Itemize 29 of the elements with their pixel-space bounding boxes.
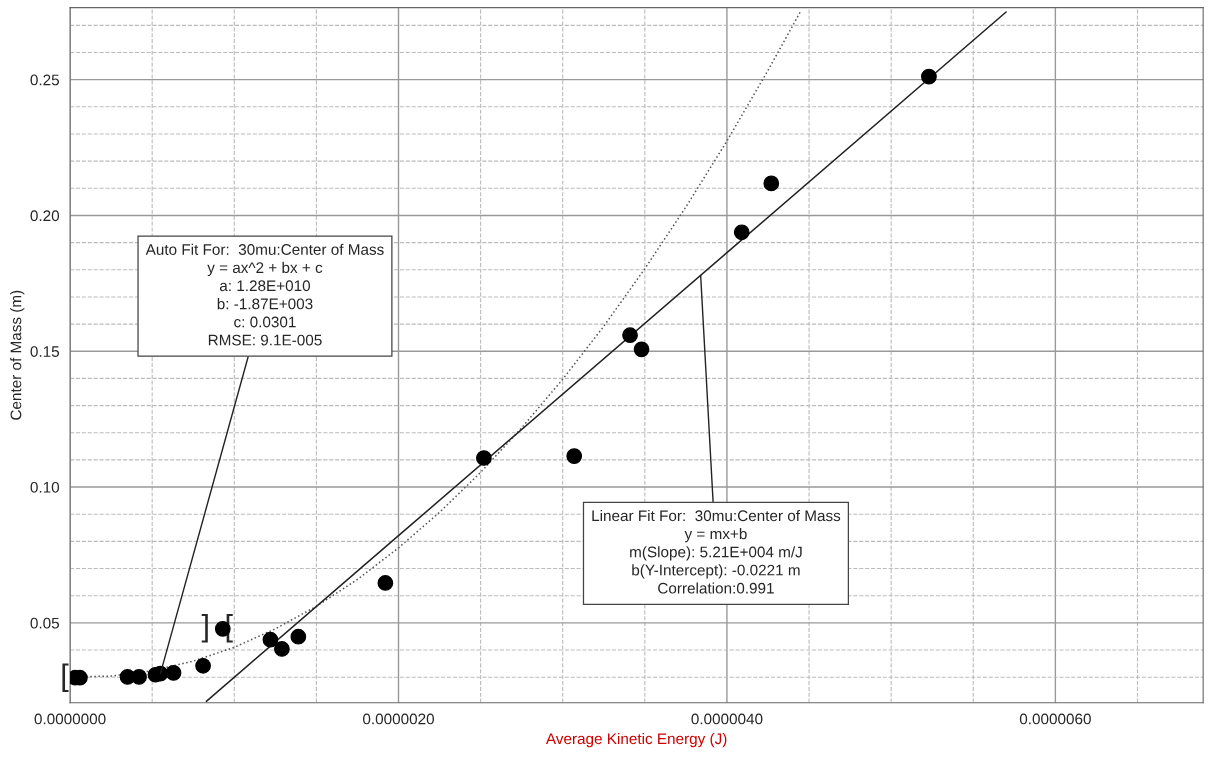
annotation: Linear Fit For: 30mu:Center of Mass y = mx+b m(Slope): 5.21E+004 m/J b(Y-Intercept): -0.0221 m Correlation:0.991: [592, 509, 841, 594]
y-tick-label: 0.10: [30, 481, 60, 493]
y-axis-title: Center of Mass (m): [10, 290, 25, 420]
point: [921, 68, 937, 85]
annotation: ]: [201, 614, 208, 643]
x-tick-label: 0.0000020: [362, 713, 435, 725]
point: [476, 450, 492, 466]
point: [622, 327, 638, 344]
y-tick-label: 0.15: [30, 346, 60, 357]
point: [377, 575, 394, 591]
x-tick-label: 0.0000040: [691, 713, 763, 725]
x-axis-title: Average Kinetic Energy (J): [545, 732, 727, 748]
point: [165, 664, 182, 681]
point: [733, 224, 750, 241]
point: [131, 669, 147, 685]
x-tick-label: 0.0000000: [34, 713, 106, 725]
point: [763, 175, 780, 192]
y-tick-label: 0.05: [30, 617, 60, 629]
point: [633, 341, 650, 358]
y-tick-label: 0.25: [30, 74, 60, 86]
point: [195, 657, 211, 674]
point: [566, 448, 583, 464]
y-tick-label: 0.20: [30, 210, 60, 222]
x-tick-label: 0.0000060: [1019, 713, 1091, 725]
annotation: [: [62, 663, 69, 692]
annotation: Auto Fit For: 30mu:Center of Mass y = ax^2 + bx + c a: 1.28E+010 b: -1.87E+003 c: 0.0301 RMSE: 9.1E-005: [145, 243, 384, 346]
point: [262, 631, 279, 648]
point: [290, 628, 307, 645]
point: [274, 641, 290, 657]
